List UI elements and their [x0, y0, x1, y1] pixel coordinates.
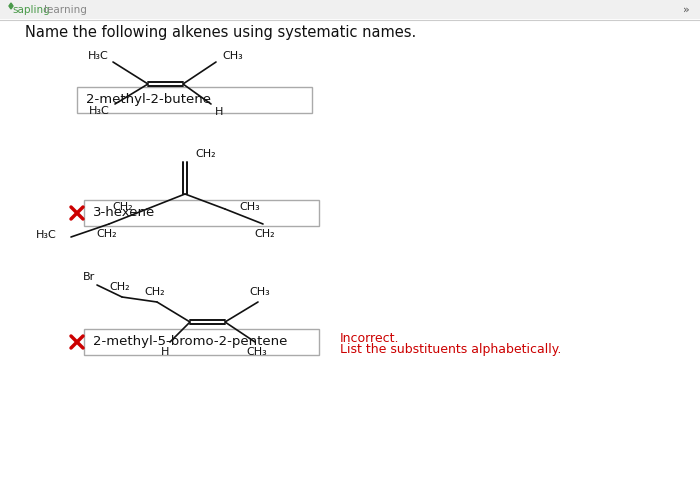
FancyBboxPatch shape [84, 200, 319, 226]
Text: H₃C: H₃C [89, 106, 109, 116]
Text: CH₃: CH₃ [250, 287, 270, 297]
Text: List the substituents alphabetically.: List the substituents alphabetically. [340, 343, 561, 356]
Text: CH₂: CH₂ [113, 202, 133, 212]
Text: CH₃: CH₃ [246, 347, 267, 357]
Text: CH₃: CH₃ [239, 202, 260, 212]
Text: CH₂: CH₂ [195, 149, 216, 159]
Text: H: H [161, 347, 169, 357]
Text: CH₂: CH₂ [97, 229, 118, 239]
FancyBboxPatch shape [77, 87, 312, 113]
Text: 2-methyl-2-butene: 2-methyl-2-butene [86, 93, 211, 106]
Text: »: » [683, 5, 690, 15]
FancyBboxPatch shape [0, 0, 700, 19]
Text: 2-methyl-5-bromo-2-pentene: 2-methyl-5-bromo-2-pentene [93, 335, 288, 348]
Text: CH₂: CH₂ [255, 229, 275, 239]
Text: Incorrect.: Incorrect. [340, 332, 400, 345]
Text: H: H [215, 107, 223, 117]
Text: sapling: sapling [12, 5, 50, 15]
FancyBboxPatch shape [84, 329, 319, 355]
Text: Br: Br [83, 272, 95, 282]
Text: Name the following alkenes using systematic names.: Name the following alkenes using systema… [25, 25, 416, 40]
Text: H₃C: H₃C [88, 51, 108, 61]
Text: CH₂: CH₂ [145, 287, 165, 297]
Polygon shape [9, 3, 13, 9]
Text: CH₃: CH₃ [223, 51, 244, 61]
Text: CH₂: CH₂ [110, 282, 130, 292]
Text: H₃C: H₃C [36, 230, 57, 240]
Text: 3-hexene: 3-hexene [93, 206, 155, 220]
Text: learning: learning [44, 5, 87, 15]
